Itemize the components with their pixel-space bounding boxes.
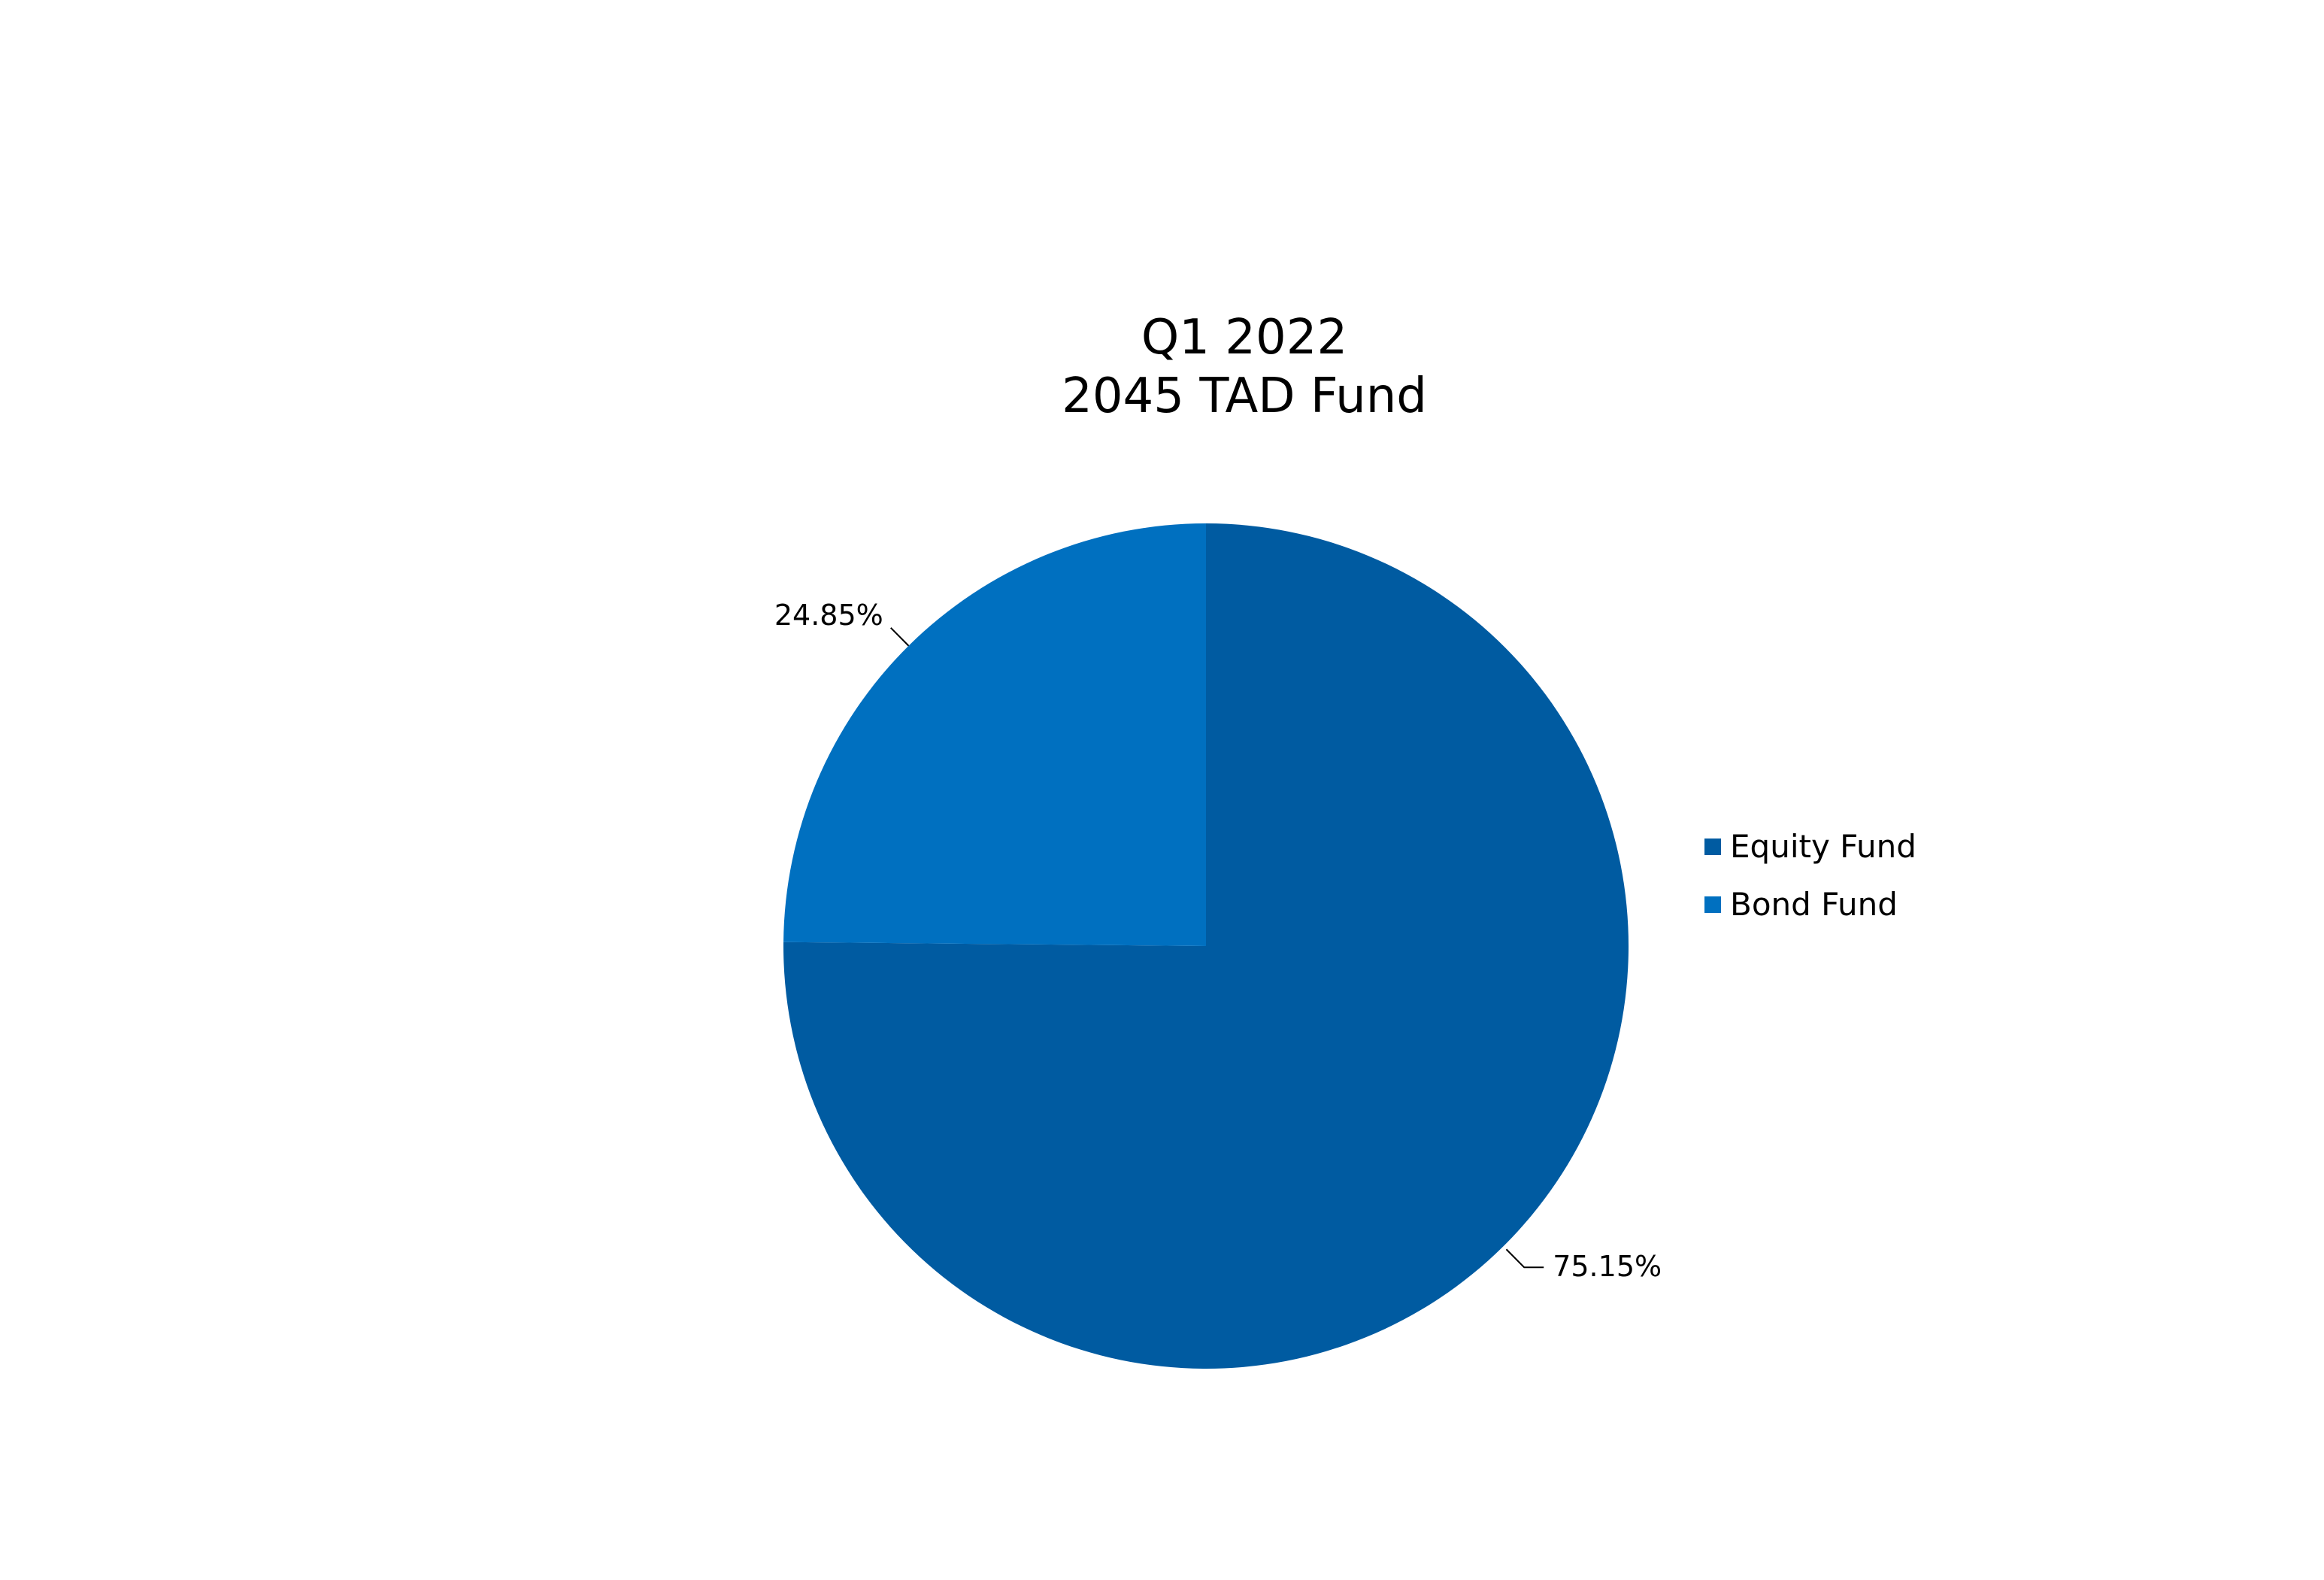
legend-label-equity-fund: Equity Fund bbox=[1730, 828, 1916, 865]
legend-swatch-bond-fund bbox=[1704, 896, 1721, 913]
legend-item-equity-fund: Equity Fund bbox=[1704, 828, 1916, 865]
legend-label-bond-fund: Bond Fund bbox=[1730, 886, 1898, 923]
leader-line-equity-fund bbox=[1505, 1248, 1544, 1269]
data-label-equity-fund: 75.15% bbox=[1553, 1250, 1662, 1283]
chart-title-line-1: Q1 2022 bbox=[1141, 310, 1347, 365]
slice-bond-fund bbox=[783, 523, 1206, 946]
legend-swatch-equity-fund bbox=[1704, 839, 1721, 855]
chart-title: Q1 2022 2045 TAD Fund bbox=[1062, 310, 1427, 424]
chart-title-line-2: 2045 TAD Fund bbox=[1062, 368, 1427, 424]
data-labels: 75.15% 24.85% bbox=[774, 599, 1662, 1283]
leader-line-bond-fund bbox=[890, 627, 910, 647]
legend-item-bond-fund: Bond Fund bbox=[1704, 886, 1898, 923]
pie-slices bbox=[783, 523, 1629, 1369]
legend: Equity Fund Bond Fund bbox=[1704, 828, 1916, 923]
data-label-bond-fund: 24.85% bbox=[774, 599, 883, 632]
